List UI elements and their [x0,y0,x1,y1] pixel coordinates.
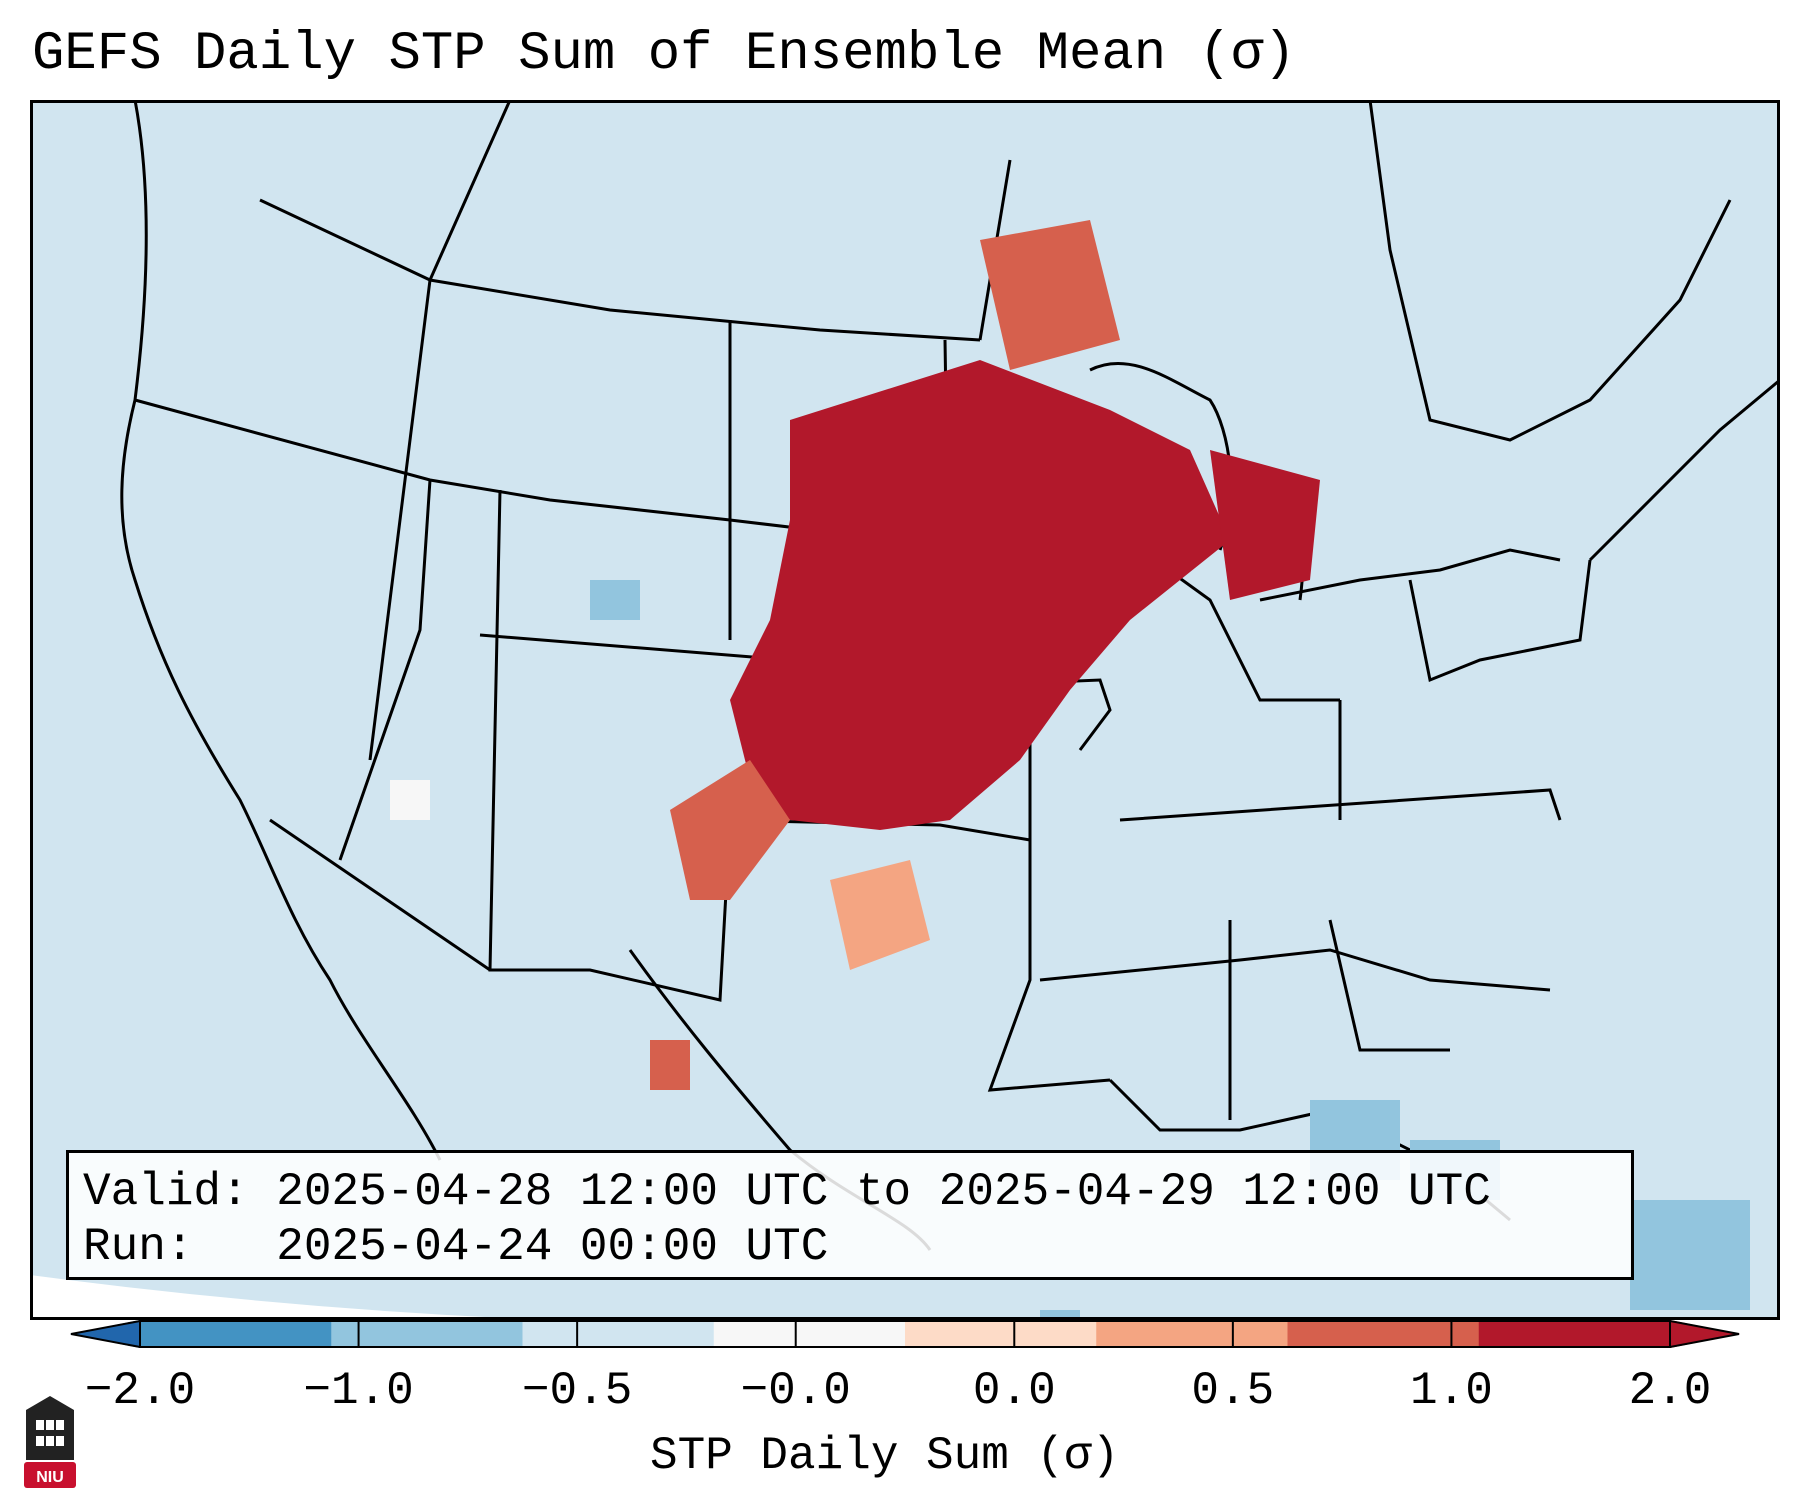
colorbar-tick-label: 1.0 [1410,1365,1493,1417]
strong-positive-region [730,360,1230,830]
colorbar-tick-label: 0.5 [1191,1365,1275,1417]
west-texas-cell [650,1040,690,1090]
projection-edge [30,1275,552,1320]
colorbar-segment [1287,1320,1480,1348]
colorbar-segment [1096,1320,1288,1348]
michigan-positive-region [1210,450,1320,600]
colorbar-tick-label: −2.0 [84,1365,196,1417]
valid-value: 2025-04-28 12:00 UTC to 2025-04-29 12:00… [276,1166,1491,1218]
colorbar-segment [140,1320,332,1348]
niu-logo: NIU [24,1396,76,1488]
colorbar-segment [331,1320,523,1348]
gulf-negative-cell [1040,1310,1080,1320]
colorbar-tick-label: 0.0 [972,1365,1056,1417]
colorbar-tick-label: 2.0 [1628,1365,1712,1417]
colorbar-label: STP Daily Sum (σ) [650,1430,1120,1482]
colorado-negative-cell [590,580,640,620]
run-label: Run: [83,1221,194,1273]
southwest-neutral-cell [390,780,430,820]
logo-text: NIU [36,1469,64,1486]
map-panel [30,100,1780,1320]
colorbar [70,1320,1740,1348]
colorbar-segment [522,1320,715,1348]
colorbar-tick-label: −0.5 [521,1365,633,1417]
chart-title: GEFS Daily STP Sum of Ensemble Mean (σ) [32,24,1296,85]
caribbean-negative-cell [1630,1200,1750,1310]
map-frame [30,100,1780,1320]
run-value: 2025-04-24 00:00 UTC [276,1221,829,1273]
colorbar-segment [905,1320,1097,1348]
logo-banner [24,1462,76,1488]
northern-positive-region [980,220,1120,370]
panhandle-positive-region [830,860,930,970]
valid-label: Valid: [83,1166,249,1218]
colorbar-segment [1478,1320,1671,1348]
valid-run-box: Valid: 2025-04-28 12:00 UTC to 2025-04-2… [66,1150,1634,1280]
colorbar-tick-label: −0.0 [740,1365,851,1417]
colorbar-segment [713,1320,906,1348]
colorbar-tick-label: −1.0 [303,1365,414,1417]
southern-positive-region [670,760,790,900]
colorbar-extend-high [1670,1320,1740,1348]
colorbar-extend-low [70,1320,140,1348]
